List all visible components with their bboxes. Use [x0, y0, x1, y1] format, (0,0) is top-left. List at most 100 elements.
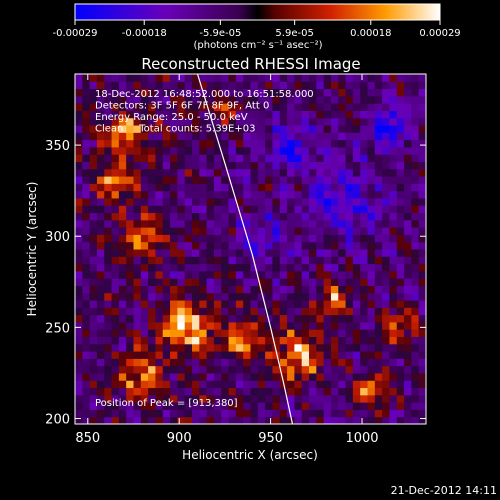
heatmap-cell	[170, 249, 178, 257]
heatmap-cell	[243, 161, 251, 170]
heatmap-cell	[396, 416, 405, 424]
heatmap-cell	[265, 300, 273, 308]
heatmap-cell	[155, 146, 164, 155]
heatmap-cell	[228, 292, 237, 301]
heatmap-cell	[104, 117, 113, 126]
heatmap-cell	[243, 358, 251, 367]
heatmap-cell	[309, 343, 317, 352]
heatmap-cell	[287, 234, 295, 243]
heatmap-cell	[257, 154, 266, 162]
heatmap-cell	[338, 409, 347, 418]
heatmap-cell	[104, 314, 113, 323]
heatmap-cell	[330, 256, 339, 265]
heatmap-cell	[82, 249, 91, 257]
heatmap-cell	[396, 117, 405, 126]
heatmap-cell	[184, 139, 193, 148]
heatmap-cell	[228, 300, 237, 308]
heatmap-cell	[279, 81, 288, 90]
heatmap-cell	[418, 285, 426, 294]
heatmap-cell	[418, 387, 426, 396]
heatmap-cell	[404, 256, 412, 265]
heatmap-cell	[279, 343, 288, 352]
heatmap-cell	[294, 278, 303, 286]
heatmap-cell	[287, 402, 295, 410]
heatmap-cell	[396, 183, 405, 192]
heatmap-cell	[367, 227, 376, 235]
heatmap-cell	[294, 168, 303, 177]
heatmap-cell	[316, 117, 325, 126]
heatmap-cell	[213, 358, 222, 367]
heatmap-cell	[184, 358, 193, 367]
heatmap-cell	[309, 263, 317, 272]
heatmap-cell	[418, 329, 426, 337]
heatmap-cell	[360, 358, 368, 367]
heatmap-cell	[309, 387, 317, 396]
heatmap-cell	[323, 292, 332, 301]
heatmap-cell	[118, 372, 127, 381]
heatmap-cell	[316, 125, 325, 133]
heatmap-cell	[243, 227, 251, 235]
heatmap-cell	[345, 132, 354, 141]
heatmap-cell	[309, 146, 317, 155]
heatmap-cell	[330, 197, 339, 206]
heatmap-cell	[148, 351, 156, 359]
heatmap-cell	[389, 227, 398, 235]
heatmap-cell	[279, 416, 288, 424]
heatmap-cell	[389, 241, 398, 250]
heatmap-cell	[199, 132, 208, 141]
heatmap-cell	[338, 103, 347, 111]
heatmap-cell	[96, 103, 105, 111]
heatmap-cell	[199, 154, 208, 162]
heatmap-cell	[345, 139, 354, 148]
heatmap-cell	[411, 125, 420, 133]
heatmap-cell	[418, 95, 426, 104]
annotation-line: Energy Range: 25.0 - 50.0 keV	[95, 112, 248, 123]
heatmap-cell	[75, 249, 83, 257]
heatmap-cell	[338, 249, 347, 257]
heatmap-cell	[316, 103, 325, 111]
heatmap-cell	[279, 234, 288, 243]
heatmap-cell	[396, 387, 405, 396]
heatmap-cell	[345, 95, 354, 104]
heatmap-cell	[309, 256, 317, 265]
heatmap-cell	[367, 314, 376, 323]
heatmap-cell	[316, 95, 325, 104]
heatmap-cell	[309, 380, 317, 389]
heatmap-cell	[316, 329, 325, 337]
heatmap-cell	[257, 256, 266, 265]
heatmap-cell	[162, 81, 171, 90]
heatmap-cell	[177, 81, 186, 90]
heatmap-cell	[243, 146, 251, 155]
heatmap-cell	[75, 314, 83, 323]
heatmap-cell	[133, 168, 142, 177]
heatmap-cell	[126, 285, 134, 294]
heatmap-cell	[418, 154, 426, 162]
heatmap-cell	[257, 212, 266, 221]
heatmap-cell	[382, 132, 390, 141]
heatmap-cell	[287, 95, 295, 104]
heatmap-cell	[265, 263, 273, 272]
heatmap-cell	[367, 241, 376, 250]
heatmap-cell	[294, 329, 303, 337]
heatmap-cell	[155, 74, 164, 82]
heatmap-cell	[133, 212, 142, 221]
heatmap-cell	[140, 307, 149, 316]
heatmap-cell	[250, 219, 259, 228]
heatmap-cell	[257, 292, 266, 301]
heatmap-cell	[228, 190, 237, 199]
heatmap-cell	[235, 241, 244, 250]
heatmap-cell	[170, 146, 178, 155]
heatmap-cell	[184, 365, 193, 374]
heatmap-cell	[323, 416, 332, 424]
heatmap-cell	[243, 278, 251, 286]
heatmap-cell	[155, 409, 164, 418]
heatmap-cell	[338, 256, 347, 265]
heatmap-cell	[352, 205, 361, 214]
heatmap-cell	[287, 365, 295, 374]
heatmap-cell	[279, 372, 288, 381]
heatmap-cell	[89, 219, 98, 228]
heatmap-cell	[184, 117, 193, 126]
heatmap-cell	[221, 190, 230, 199]
heatmap-cell	[382, 285, 390, 294]
heatmap-cell	[89, 365, 98, 374]
